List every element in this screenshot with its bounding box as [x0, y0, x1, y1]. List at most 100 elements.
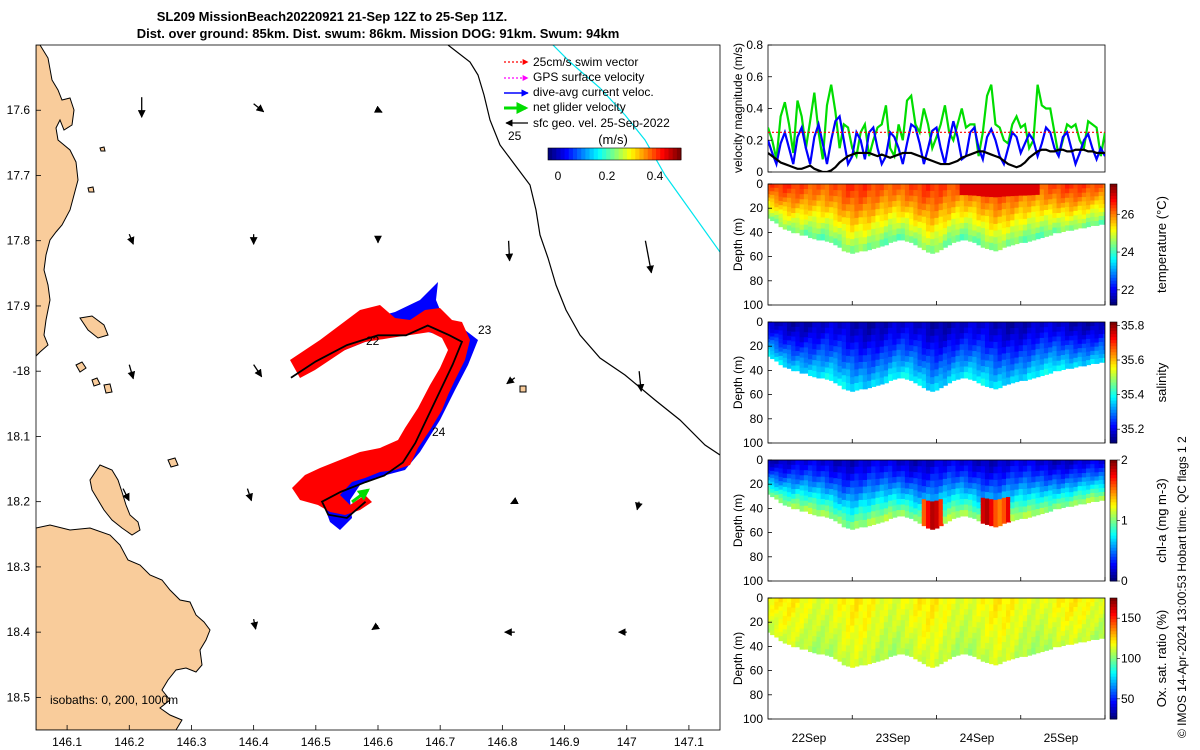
profile-cell	[984, 655, 990, 663]
profile-cell	[930, 653, 936, 661]
profile-cell	[1022, 184, 1028, 191]
profile-colorbar-cell	[1110, 637, 1117, 641]
profile-cell	[1006, 515, 1012, 523]
profile-cell	[808, 640, 814, 647]
profile-colorbar-cell	[1110, 379, 1117, 383]
profile-cell	[904, 344, 910, 352]
profile-cell	[1035, 608, 1041, 616]
profile-cell	[917, 190, 923, 198]
profile-cell	[803, 342, 809, 349]
profile-cell	[782, 491, 788, 497]
profile-cell	[1039, 364, 1045, 371]
profile-cell	[951, 615, 957, 623]
profile-cell	[913, 478, 919, 485]
profile-cell	[904, 201, 910, 208]
profile-cell	[917, 184, 923, 192]
profile-cell	[1043, 486, 1049, 493]
profile-cell	[989, 611, 995, 619]
island-family-c	[103, 383, 113, 394]
profile-cell	[1073, 197, 1079, 203]
profile-cell	[968, 465, 974, 473]
profile-cell	[791, 355, 797, 362]
profile-cell	[1043, 348, 1049, 355]
profile-cell	[824, 223, 830, 231]
profile-cell	[904, 356, 910, 363]
profile-cell	[1001, 234, 1007, 242]
profile-cell	[997, 361, 1003, 369]
profile-colorbar-cell	[1110, 613, 1117, 617]
profile-cell	[1073, 629, 1079, 635]
profile-cell	[841, 190, 847, 199]
profile-cell	[778, 347, 784, 353]
profile-cell	[1077, 192, 1083, 198]
profile-cell	[1056, 636, 1062, 643]
profile-cell	[774, 463, 780, 469]
profile-cell	[989, 197, 995, 205]
profile-cell	[1018, 356, 1024, 364]
profile-cell	[951, 621, 957, 628]
profile-cell	[942, 504, 948, 512]
profile-cell	[963, 322, 969, 329]
profile-cell	[871, 485, 877, 493]
profile-cell	[1081, 464, 1087, 470]
profile-cell	[1094, 606, 1100, 612]
profile-cell	[1098, 483, 1104, 489]
velocity-ytick-label: 0.6	[746, 70, 763, 84]
map-legend: 25cm/s swim vector GPS surface velocity …	[504, 55, 670, 130]
profile-cell	[1094, 618, 1100, 624]
profile-cell	[854, 376, 860, 384]
profile-cell	[942, 648, 948, 656]
profile-cell	[1081, 214, 1087, 220]
profile-cell	[1027, 598, 1033, 605]
profile-cell	[938, 190, 944, 198]
profile-cell	[900, 482, 906, 489]
map-xtick-label: 146.7	[425, 735, 455, 749]
profile-cell	[799, 199, 805, 206]
profile-cell	[930, 328, 936, 337]
profile-colorbar-cell	[1110, 646, 1117, 650]
profile-cell	[858, 657, 864, 666]
profile-cell	[1056, 365, 1062, 372]
profile-cell	[896, 609, 902, 616]
profile-cell	[925, 618, 931, 626]
profile-cell	[1052, 636, 1058, 643]
profile-cell	[934, 335, 940, 344]
profile-cell	[1035, 184, 1041, 191]
profile-cell	[888, 230, 894, 238]
profile-cell	[980, 209, 986, 217]
profile-cell	[854, 328, 860, 337]
profile-cell	[782, 339, 788, 346]
profile-cell	[1090, 196, 1096, 202]
profile-cell	[879, 196, 885, 204]
profile-cell	[1022, 615, 1028, 623]
imos-footer: © IMOS 14-Apr-2024 13:00:53 Hobart time.…	[1175, 436, 1189, 738]
profile-cell	[854, 211, 860, 219]
profile-cell	[993, 361, 999, 370]
profile-colorbar-cell	[1110, 520, 1117, 525]
profile-cell	[963, 360, 969, 368]
profile-cell	[896, 222, 902, 230]
profile-cell	[841, 361, 847, 370]
profile-cell	[896, 189, 902, 196]
profile-cell	[917, 642, 923, 650]
profile-cell	[976, 466, 982, 473]
profile-cell	[854, 335, 860, 344]
profile-cell	[1069, 202, 1075, 208]
profile-cell	[778, 338, 784, 344]
profile-cell	[1052, 503, 1058, 510]
profile-cell	[879, 641, 885, 649]
profile-cell	[963, 636, 969, 644]
profile-cell	[1090, 204, 1096, 210]
profile-cell	[837, 378, 843, 386]
profile-cell	[909, 621, 915, 628]
profile-ytick-label: 60	[750, 388, 764, 402]
profile-colorbar-cell	[1110, 424, 1117, 429]
map-ytick-label: 18.4	[7, 625, 31, 639]
profile-cell	[959, 471, 965, 478]
profile-cell	[938, 650, 944, 658]
profile-cell	[1035, 625, 1041, 632]
profile-colorbar-cell	[1110, 658, 1117, 663]
profile-cell	[993, 493, 999, 501]
profile-cell	[1018, 189, 1024, 197]
profile-cell	[820, 327, 826, 334]
